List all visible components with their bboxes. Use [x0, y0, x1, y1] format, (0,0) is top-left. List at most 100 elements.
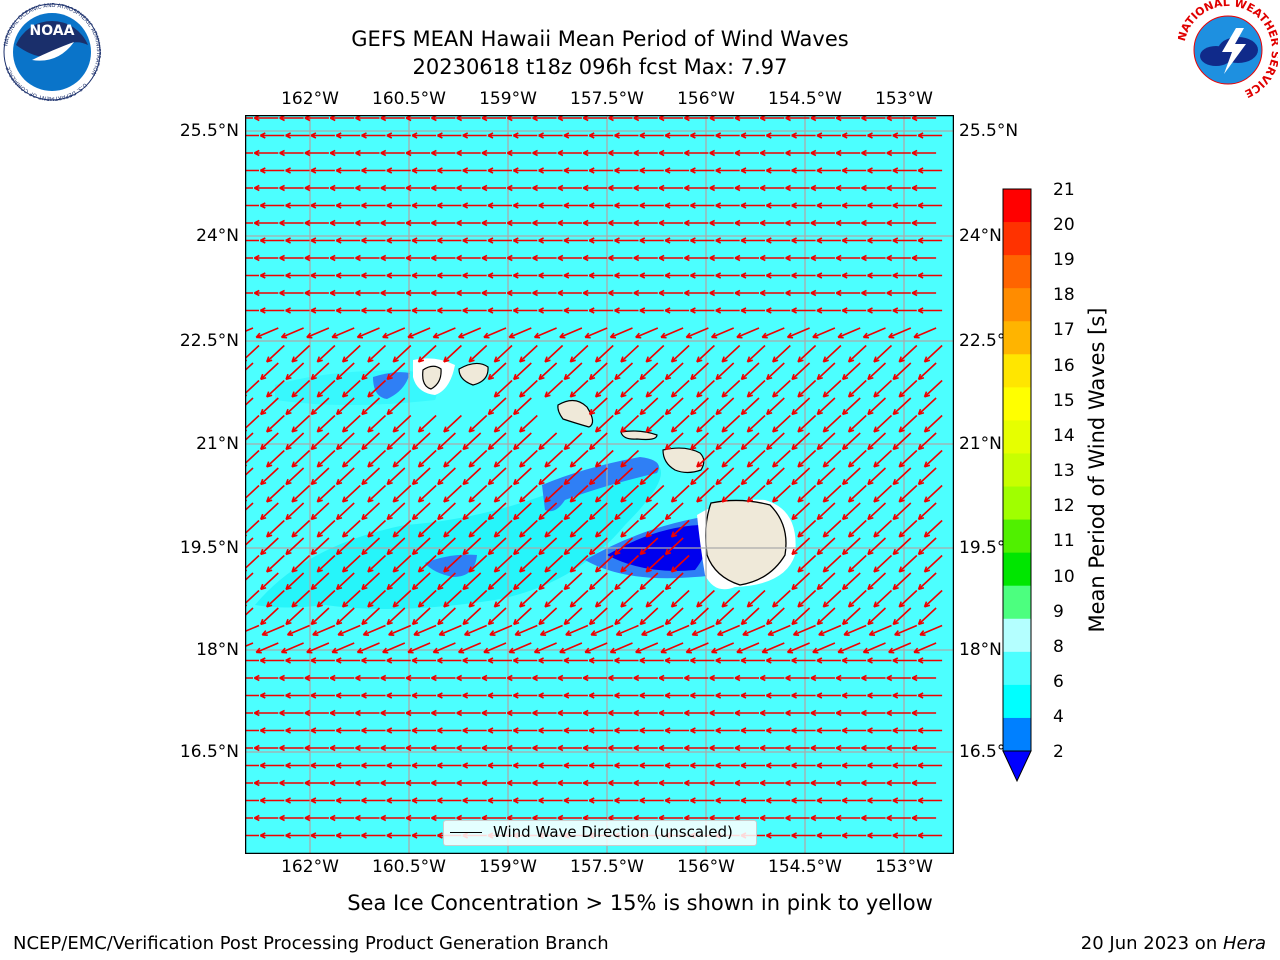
- wind-wave-arrow: [253, 744, 279, 752]
- wind-wave-arrow: [791, 432, 811, 451]
- wind-wave-arrow: [709, 744, 734, 752]
- wind-wave-arrow: [785, 289, 810, 297]
- wind-wave-arrow: [411, 167, 437, 174]
- wind-wave-arrow: [913, 327, 937, 339]
- wind-wave-arrow: [911, 779, 937, 787]
- wind-wave-arrow: [538, 657, 563, 664]
- wind-wave-arrow: [431, 289, 456, 297]
- wind-wave-arrow: [563, 692, 588, 699]
- wind-wave-arrow: [867, 692, 892, 699]
- wind-wave-arrow: [588, 167, 614, 174]
- wind-wave-arrow: [304, 184, 329, 192]
- wind-wave-arrow: [614, 307, 639, 314]
- wind-wave-arrow: [506, 779, 532, 787]
- wind-wave-arrow: [335, 237, 361, 244]
- wind-wave-arrow: [715, 397, 735, 416]
- lon-label-top: 157.5°W: [570, 89, 644, 109]
- wind-wave-arrow: [620, 589, 640, 608]
- wind-wave-arrow: [355, 709, 380, 717]
- wind-wave-arrow: [407, 327, 431, 339]
- wind-wave-arrow: [810, 219, 835, 227]
- wind-wave-arrow: [392, 414, 412, 433]
- colorbar-tick: 6: [1053, 672, 1064, 692]
- wind-wave-arrow: [639, 362, 659, 381]
- wind-wave-arrow: [468, 344, 488, 363]
- wind-wave-arrow: [861, 779, 886, 787]
- wind-wave-arrow: [715, 657, 740, 664]
- wind-wave-arrow: [559, 642, 583, 654]
- wind-wave-arrow: [867, 432, 887, 451]
- wind-wave-arrow: [917, 307, 943, 314]
- wind-wave-arrow: [847, 589, 867, 608]
- wind-wave-arrow: [620, 414, 640, 433]
- wind-wave-arrow: [361, 832, 386, 839]
- wind-wave-arrow: [245, 834, 259, 837]
- wind-wave-arrow: [898, 379, 918, 398]
- wind-wave-arrow: [791, 832, 816, 839]
- wind-wave-arrow: [337, 624, 361, 637]
- wind-wave-arrow: [886, 289, 911, 297]
- wind-wave-arrow: [335, 607, 355, 626]
- wind-wave-arrow: [886, 674, 911, 682]
- wind-wave-arrow: [736, 642, 760, 654]
- wind-wave-arrow: [431, 744, 456, 752]
- wind-wave-arrow: [740, 272, 765, 279]
- wind-wave-arrow: [386, 832, 411, 839]
- wind-wave-arrow: [361, 397, 381, 416]
- wind-wave-arrow: [614, 502, 634, 521]
- wind-wave-arrow: [310, 502, 330, 521]
- wind-wave-arrow: [746, 344, 766, 363]
- wind-wave-arrow: [614, 237, 639, 244]
- wind-wave-arrow: [588, 657, 614, 664]
- wind-wave-arrow: [715, 237, 740, 244]
- wind-wave-arrow: [259, 692, 285, 699]
- wind-wave-arrow: [917, 467, 937, 486]
- wind-wave-arrow: [633, 674, 658, 682]
- wind-wave-arrow: [432, 642, 456, 654]
- wind-wave-arrow: [329, 289, 355, 297]
- wind-wave-arrow: [841, 432, 861, 451]
- wind-wave-arrow: [715, 202, 740, 209]
- wind-wave-arrow: [563, 467, 583, 486]
- wind-wave-arrow: [367, 414, 387, 433]
- wind-wave-arrow: [411, 727, 437, 734]
- wind-wave-arrow: [847, 449, 867, 468]
- wind-wave-arrow: [329, 814, 355, 822]
- wind-wave-arrow: [304, 254, 329, 262]
- wind-wave-arrow: [911, 254, 937, 262]
- wind-wave-arrow: [690, 432, 709, 451]
- wind-wave-arrow: [759, 254, 785, 262]
- wind-wave-arrow: [614, 362, 634, 381]
- lon-label-bottom: 156°W: [677, 857, 735, 877]
- wind-wave-arrow: [285, 467, 305, 486]
- wind-wave-arrow: [837, 327, 861, 339]
- wind-wave-arrow: [481, 254, 506, 262]
- wind-wave-arrow: [310, 832, 335, 839]
- wind-wave-arrow: [310, 607, 330, 626]
- wind-wave-arrow: [835, 744, 861, 752]
- wind-wave-arrow: [615, 624, 639, 637]
- wind-wave-arrow: [532, 149, 557, 157]
- wind-wave-arrow: [563, 607, 583, 626]
- colorbar-cell: [1003, 552, 1031, 587]
- wind-wave-arrow: [493, 519, 513, 538]
- wind-wave-arrow: [386, 607, 406, 626]
- wind-wave-arrow: [786, 642, 810, 654]
- wind-wave-arrow: [765, 797, 791, 804]
- wind-wave-arrow: [285, 572, 305, 591]
- wind-wave-arrow: [557, 184, 582, 192]
- wind-wave-arrow: [335, 797, 361, 804]
- wind-wave-arrow: [329, 254, 355, 262]
- wind-wave-arrow: [259, 797, 285, 804]
- wind-wave-arrow: [316, 554, 336, 573]
- wind-wave-arrow: [380, 709, 405, 717]
- wind-wave-arrow: [818, 624, 842, 637]
- wind-wave-arrow: [917, 657, 943, 664]
- wind-wave-arrow: [361, 362, 381, 381]
- wind-wave-arrow: [253, 779, 279, 787]
- map-frame: [245, 115, 954, 854]
- wind-wave-arrow: [462, 237, 487, 244]
- wind-wave-arrow: [380, 219, 405, 227]
- wind-wave-arrow: [279, 814, 304, 822]
- colorbar-cell: [1003, 717, 1031, 752]
